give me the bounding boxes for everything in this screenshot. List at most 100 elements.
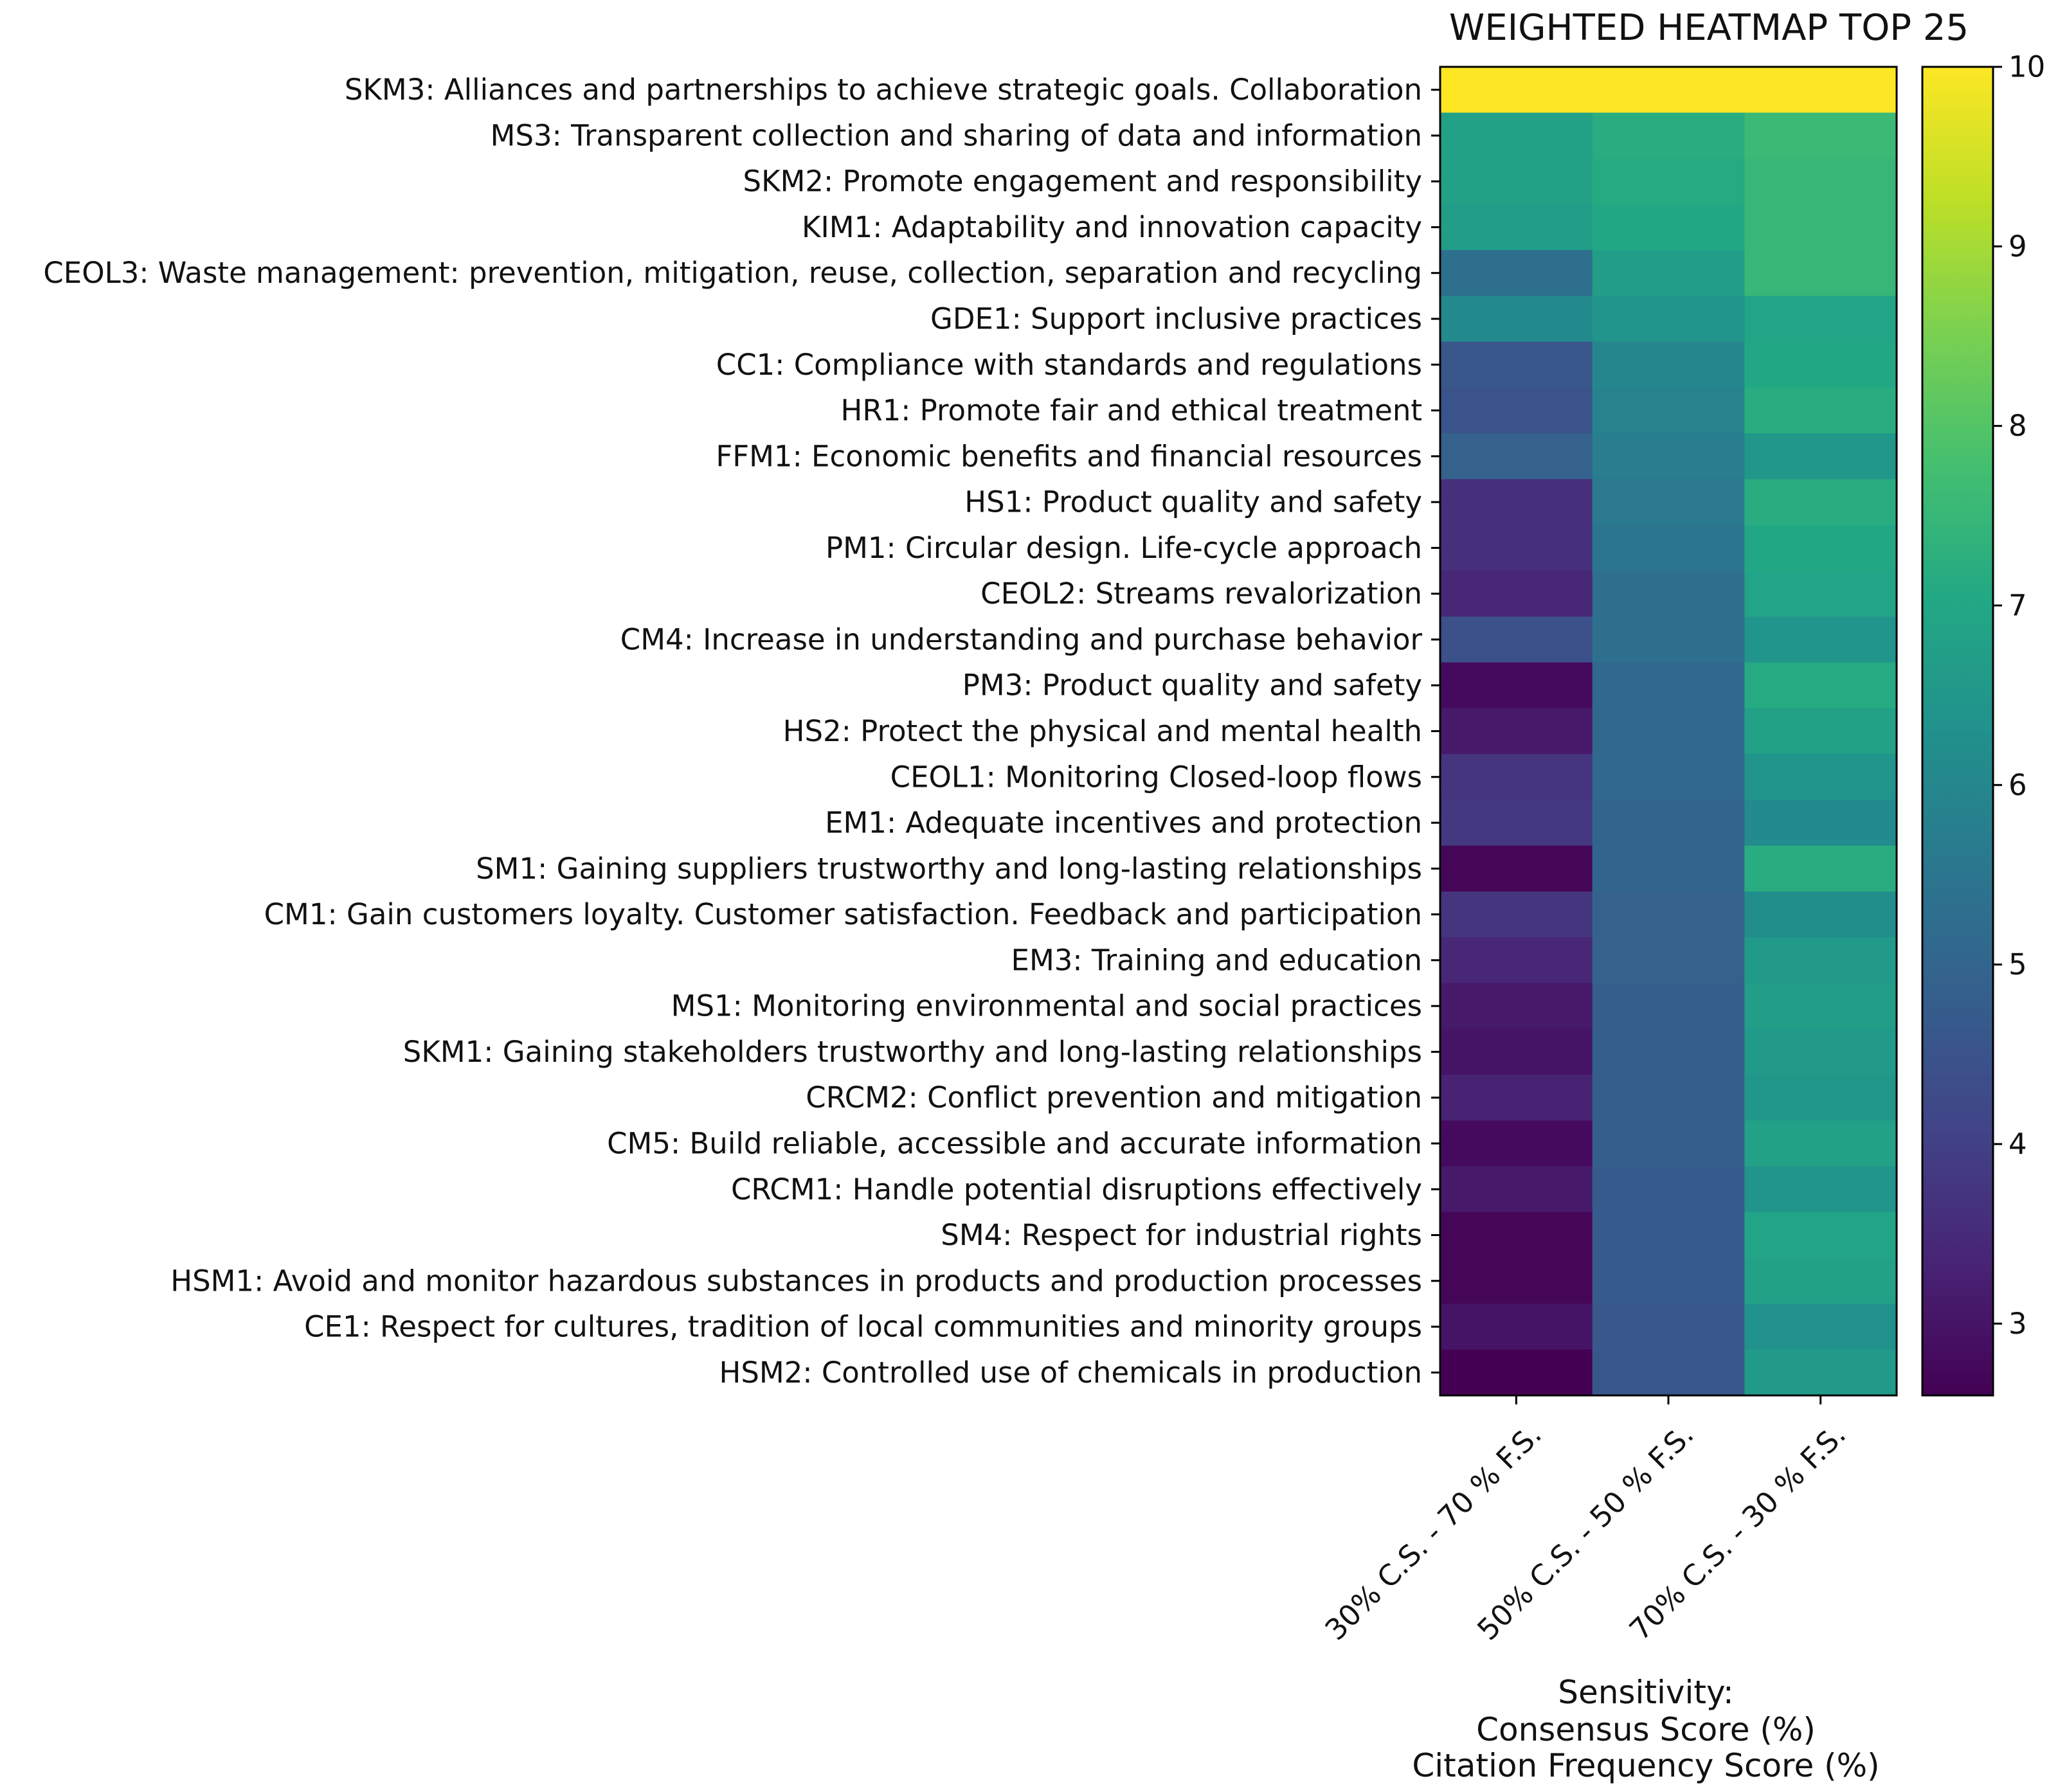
heatmap-cell — [1440, 524, 1593, 571]
heatmap-cell — [1744, 1166, 1897, 1213]
colorbar-tick-label: 8 — [2008, 409, 2027, 443]
row-label: MS3: Transparent collection and sharing … — [491, 118, 1422, 152]
row-label: PM3: Product quality and safety — [962, 668, 1422, 703]
chart-title: WEIGHTED HEATMAP TOP 25 — [1449, 7, 1969, 49]
column-labels: 30% C.S. - 70 % F.S.50% C.S. - 50 % F.S.… — [1319, 1395, 1852, 1647]
row-label: FFM1: Economic benefits and financial re… — [716, 439, 1422, 473]
colorbar — [1921, 66, 1994, 1397]
heatmap-cell — [1592, 1258, 1745, 1305]
heatmap-cell — [1440, 708, 1593, 755]
heatmap-cell — [1592, 112, 1745, 159]
heatmap-cell — [1440, 158, 1593, 205]
colorbar-tick-label: 3 — [2008, 1307, 2027, 1341]
heatmap-cell — [1744, 1212, 1897, 1259]
heatmap-cell — [1744, 937, 1897, 984]
heatmap-cell — [1744, 1120, 1897, 1167]
heatmap-cell — [1440, 1349, 1593, 1396]
heatmap-cell — [1744, 1028, 1897, 1075]
row-label: SKM1: Gaining stakeholders trustworthy a… — [403, 1035, 1422, 1069]
heatmap-cell — [1440, 571, 1593, 617]
colorbar-tick-label: 4 — [2008, 1127, 2027, 1161]
heatmap-cell — [1440, 1028, 1593, 1075]
heatmap-cell — [1744, 296, 1897, 343]
row-label: CEOL2: Streams revalorization — [980, 577, 1422, 611]
heatmap-cell — [1592, 158, 1745, 205]
heatmap-cell — [1440, 937, 1593, 984]
heatmap-cell — [1744, 983, 1897, 1030]
heatmap-cell — [1592, 708, 1745, 755]
row-label: CM5: Build reliable, accessible and accu… — [607, 1126, 1422, 1160]
x-axis-label-line: Consensus Score (%) — [1476, 1711, 1816, 1748]
heatmap-cell — [1744, 754, 1897, 801]
heatmap-cell — [1440, 1258, 1593, 1305]
heatmap-cell — [1744, 433, 1897, 480]
row-label: HS1: Product quality and safety — [964, 485, 1422, 519]
heatmap-cell — [1592, 754, 1745, 801]
row-label: SM4: Respect for industrial rights — [941, 1218, 1422, 1252]
row-label: SKM3: Alliances and partnerships to achi… — [345, 73, 1422, 107]
heatmap-cell — [1592, 1212, 1745, 1259]
heatmap-cell — [1440, 800, 1593, 847]
x-axis-label-line: Sensitivity: — [1558, 1674, 1734, 1711]
heatmap-cell — [1440, 250, 1593, 296]
row-label: CM4: Increase in understanding and purch… — [620, 622, 1423, 656]
colorbar-tick-label: 9 — [2008, 229, 2027, 264]
heatmap-cell — [1592, 1120, 1745, 1167]
row-label: HR1: Promote fair and ethical treatment — [840, 393, 1422, 427]
heatmap-cell — [1440, 296, 1593, 343]
heatmap-cell — [1592, 937, 1745, 984]
row-label: HSM2: Controlled use of chemicals in pro… — [719, 1356, 1423, 1390]
heatmap-cell — [1592, 387, 1745, 434]
heatmap-cell — [1744, 845, 1897, 892]
heatmap-cell — [1744, 800, 1897, 847]
heatmap-cell — [1592, 616, 1745, 663]
colorbar-tick-label: 5 — [2008, 947, 2027, 981]
heatmap-cell — [1592, 1304, 1745, 1350]
row-label: KIM1: Adaptability and innovation capaci… — [802, 210, 1422, 244]
row-label: CRCM1: Handle potential disruptions effe… — [731, 1172, 1422, 1206]
heatmap-cell — [1440, 662, 1593, 709]
heatmap-cell — [1440, 845, 1593, 892]
heatmap-cell — [1592, 845, 1745, 892]
heatmap-cell — [1440, 1212, 1593, 1259]
row-label: EM1: Adequate incentives and protection — [825, 806, 1422, 840]
colorbar-tick-label: 10 — [2008, 50, 2045, 84]
heatmap-cell — [1744, 708, 1897, 755]
heatmap-cell — [1592, 983, 1745, 1030]
heatmap-cell — [1744, 1075, 1897, 1121]
heatmap-cell — [1744, 67, 1897, 113]
heatmap-cell — [1592, 479, 1745, 526]
heatmap-cell — [1592, 433, 1745, 480]
heatmap-cell — [1592, 250, 1745, 296]
heatmap-cell — [1744, 387, 1897, 434]
heatmap-cell — [1440, 1166, 1593, 1213]
heatmap-cell — [1440, 1120, 1593, 1167]
heatmap-cell — [1744, 662, 1897, 709]
row-label: HS2: Protect the physical and mental hea… — [783, 714, 1422, 748]
heatmap-cell — [1440, 112, 1593, 159]
heatmap-cell — [1440, 341, 1593, 388]
heatmap-cell — [1440, 387, 1593, 434]
heatmap-cell — [1592, 571, 1745, 617]
heatmap-cell — [1592, 1166, 1745, 1213]
row-label: EM3: Training and education — [1011, 943, 1422, 977]
heatmap-cell — [1440, 204, 1593, 251]
x-axis-label-line: Citation Frequency Score (%) — [1412, 1747, 1879, 1784]
row-label: CE1: Respect for cultures, tradition of … — [304, 1310, 1422, 1344]
row-label: CM1: Gain customers loyalty. Customer sa… — [264, 897, 1422, 931]
heatmap-cell — [1440, 616, 1593, 663]
colorbar-tick-label: 6 — [2008, 768, 2027, 802]
heatmap-cell — [1744, 1258, 1897, 1305]
row-label: PM1: Circular design. Life-cycle approac… — [826, 531, 1422, 565]
row-label: CC1: Compliance with standards and regul… — [716, 348, 1422, 382]
heatmap-cell — [1592, 204, 1745, 251]
heatmap-cell — [1744, 616, 1897, 663]
heatmap-cell — [1440, 1075, 1593, 1121]
heatmap-cell — [1744, 1349, 1897, 1396]
x-axis-label: Sensitivity: Consensus Score (%) Citatio… — [1412, 1674, 1879, 1784]
row-label: HSM1: Avoid and monitor hazardous substa… — [170, 1264, 1422, 1298]
colorbar-ticks: 3 4 5 6 7 8 9 10 — [1993, 50, 2045, 1341]
heatmap-cell — [1592, 341, 1745, 388]
